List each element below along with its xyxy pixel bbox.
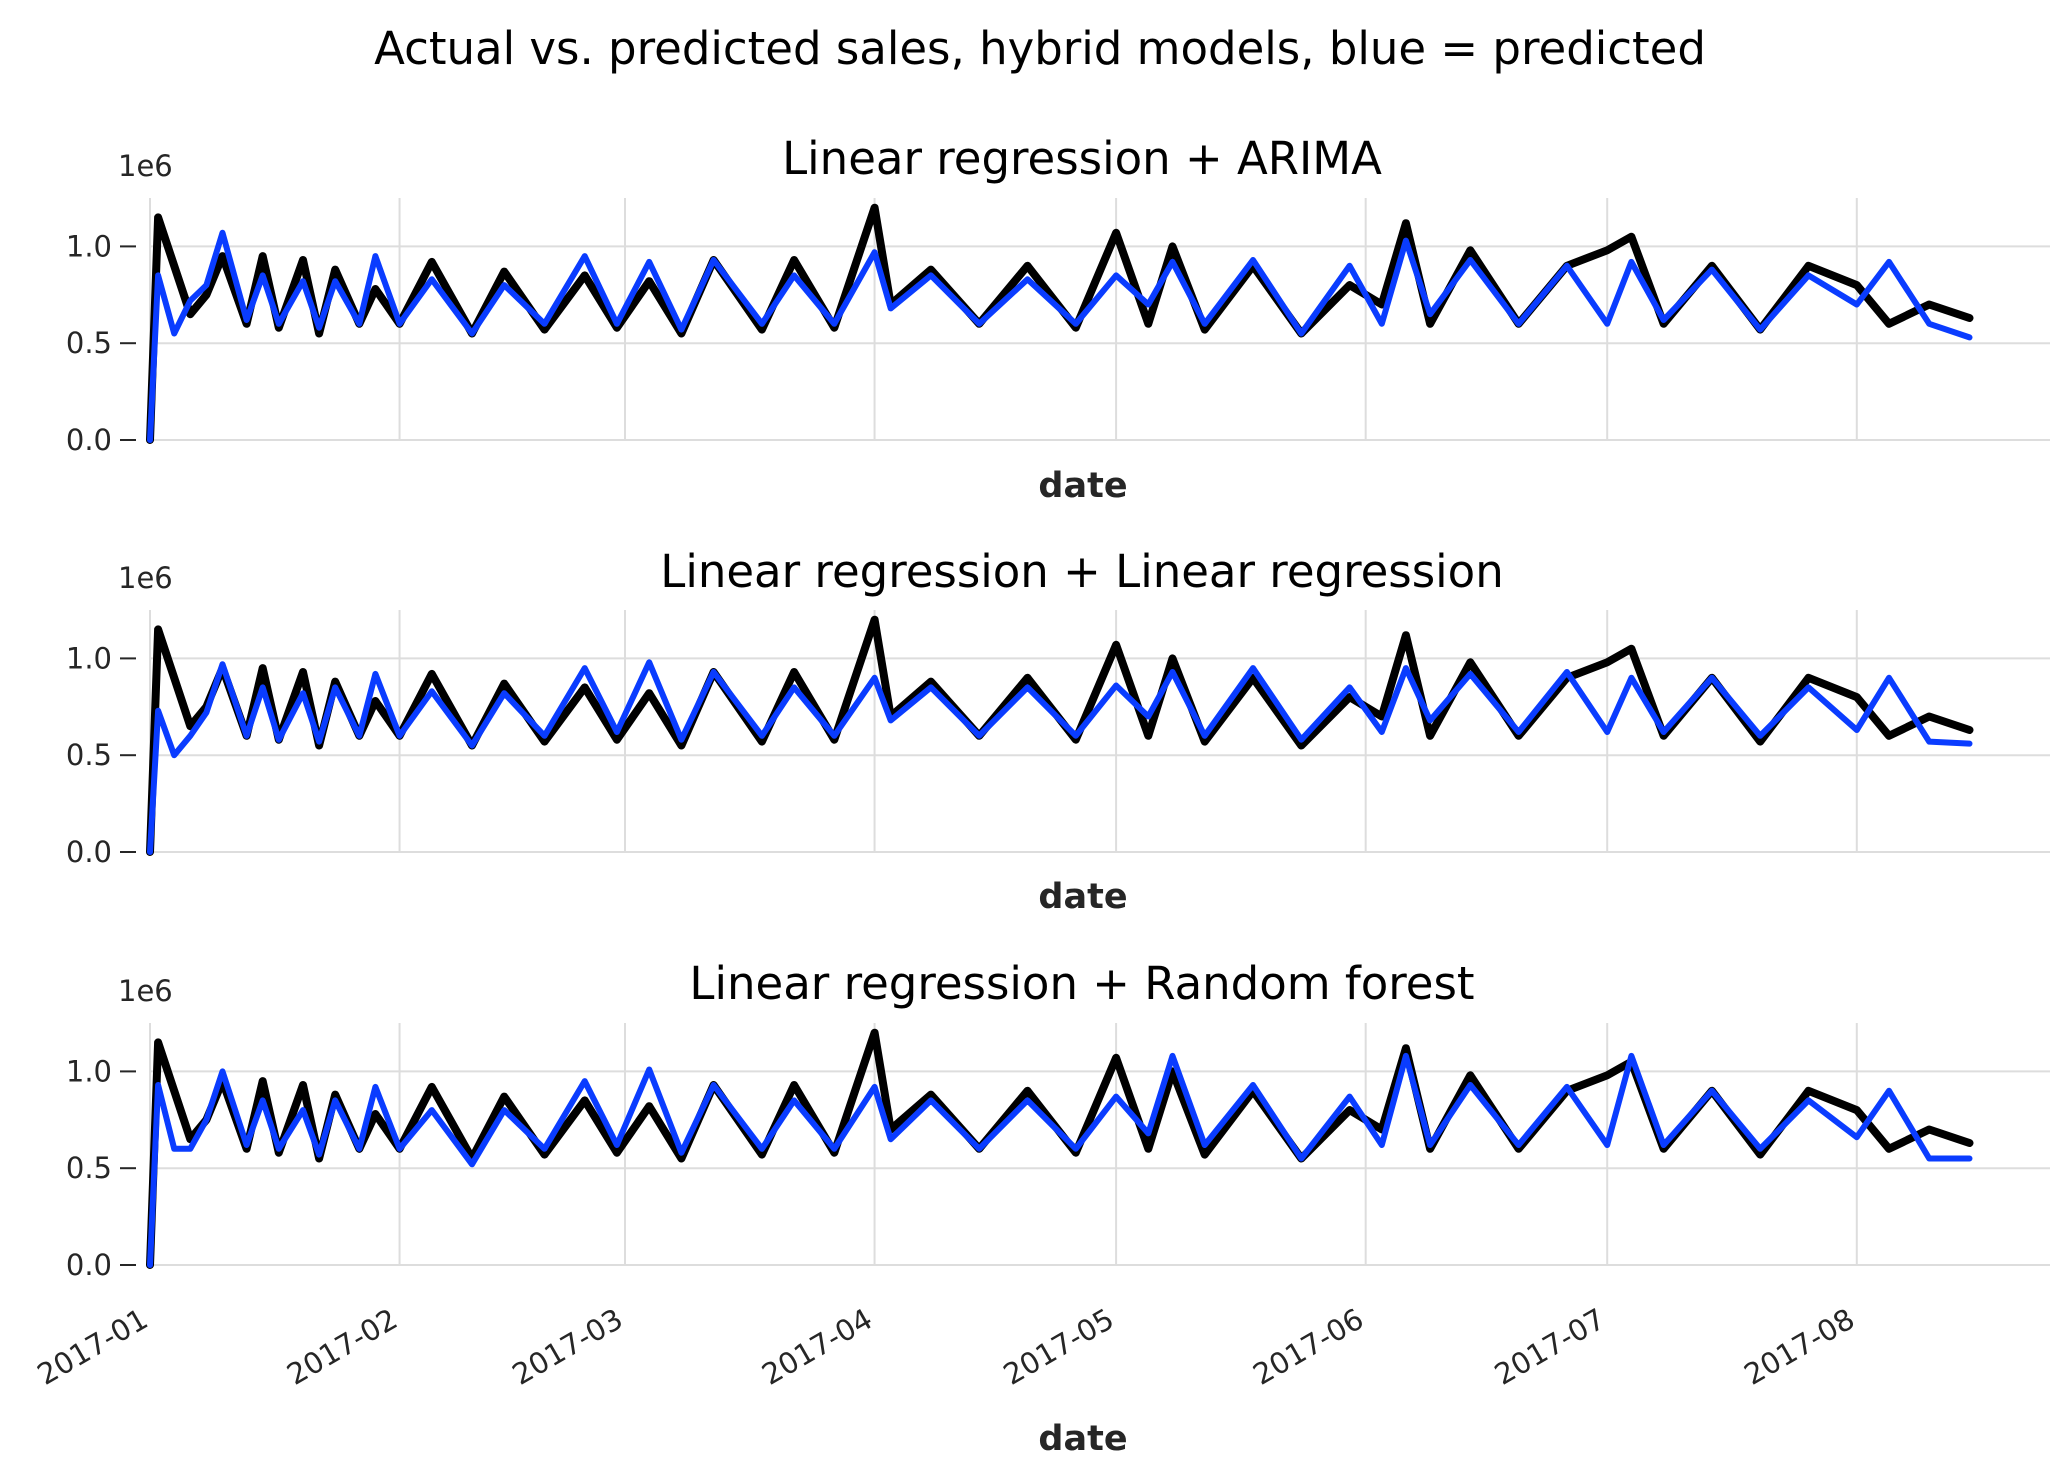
- series-line-predicted: [147, 659, 1973, 855]
- y-tick-label: 0.0: [66, 423, 112, 457]
- x-tick-label: 2017-07: [1489, 1302, 1611, 1392]
- y-offset-label: 1e6: [118, 561, 173, 595]
- subplot-title: Linear regression + Random forest: [689, 957, 1474, 1010]
- subplot-title: Linear regression + Linear regression: [660, 545, 1503, 598]
- y-tick-label: 0.5: [66, 1151, 112, 1185]
- series-line-actual: [146, 1028, 1974, 1269]
- x-tick-label: 2017-03: [507, 1302, 629, 1392]
- y-offset-label: 1e6: [118, 149, 173, 183]
- x-tick-label: 2017-08: [1738, 1302, 1860, 1392]
- series-line-actual: [146, 203, 1974, 444]
- y-tick-label: 0.0: [66, 1248, 112, 1282]
- figure-title: Actual vs. predicted sales, hybrid model…: [374, 22, 1706, 75]
- x-axis-label: date: [1038, 466, 1127, 506]
- y-offset-label: 1e6: [118, 974, 173, 1008]
- x-tick-label: 2017-01: [32, 1302, 154, 1392]
- x-axis-label: date: [1038, 1419, 1127, 1459]
- series-line-predicted: [147, 229, 1973, 443]
- x-axis-label: date: [1038, 877, 1127, 917]
- y-tick-label: 1.0: [66, 641, 112, 675]
- x-tick-label: 2017-05: [998, 1302, 1120, 1392]
- y-tick-label: 0.0: [66, 835, 112, 869]
- x-tick-label: 2017-02: [281, 1302, 403, 1392]
- x-tick-label: 2017-04: [756, 1302, 878, 1392]
- y-tick-label: 1.0: [66, 229, 112, 263]
- subplot-title: Linear regression + ARIMA: [782, 132, 1382, 185]
- y-tick-label: 1.0: [66, 1054, 112, 1088]
- y-tick-label: 0.5: [66, 738, 112, 772]
- y-tick-label: 0.5: [66, 326, 112, 360]
- x-tick-label: 2017-06: [1247, 1302, 1369, 1392]
- series-line-predicted: [147, 1052, 1973, 1268]
- series-line-actual: [146, 615, 1974, 856]
